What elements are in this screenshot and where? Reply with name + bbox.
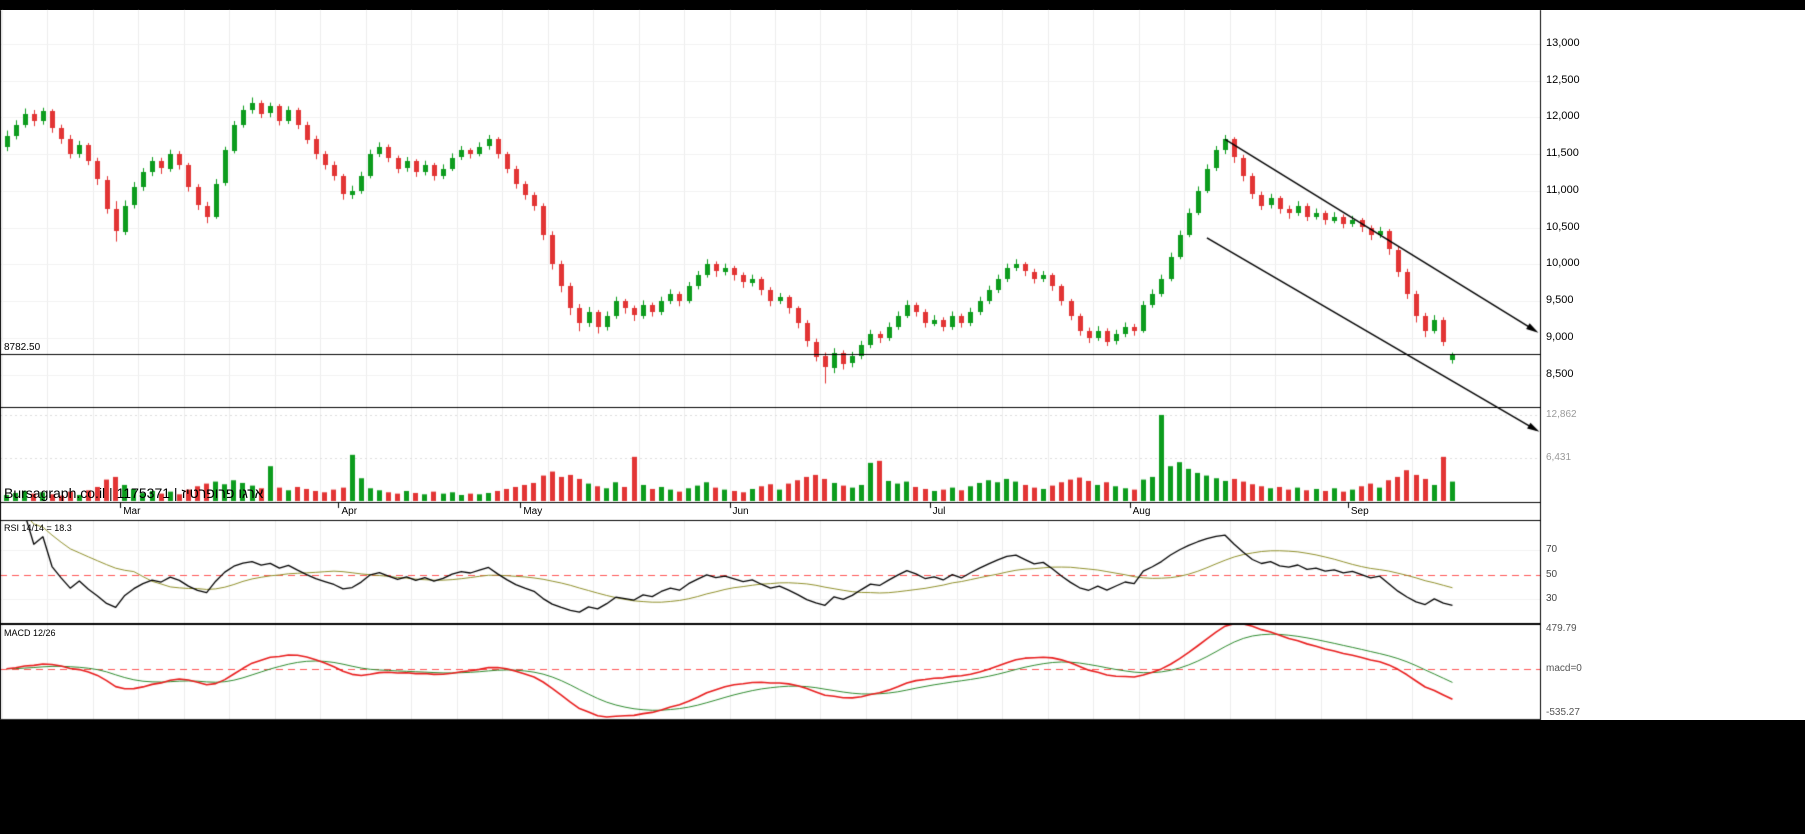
- rsi-axis-label: 30: [1546, 592, 1558, 604]
- price-axis-label: 9,500: [1546, 294, 1574, 307]
- rsi-axis-label: 50: [1546, 568, 1558, 580]
- macd-indicator-label: MACD 12/26: [4, 628, 56, 638]
- watermark-security-title: Bursagraph.co.il | 1175371 | ארגו פרופרט…: [4, 485, 264, 501]
- price-axis-label: 12,500: [1546, 73, 1580, 86]
- price-axis-label: 13,000: [1546, 36, 1580, 49]
- price-axis-label: 10,500: [1546, 220, 1580, 233]
- volume-axis-label: 12,862: [1546, 408, 1577, 420]
- month-label: Jul: [932, 506, 946, 517]
- volume-axis-label: 6,431: [1546, 451, 1572, 463]
- price-axis-label: 10,000: [1546, 257, 1580, 270]
- price-axis-label: 9,000: [1546, 330, 1574, 343]
- month-label: Aug: [1132, 506, 1151, 517]
- month-label: Jun: [732, 506, 749, 517]
- price-axis-label: 12,000: [1546, 110, 1580, 123]
- macd-axis-label: 479.79: [1546, 623, 1577, 635]
- month-label: Mar: [123, 506, 141, 517]
- price-axis-label: 11,500: [1546, 147, 1579, 160]
- month-label: Apr: [341, 506, 358, 517]
- price-axis-label: 11,000: [1546, 183, 1579, 196]
- rsi-axis-label: 70: [1546, 544, 1558, 556]
- macd-axis-label: -535.27: [1546, 707, 1580, 718]
- last-price-label: 8782.50: [2, 341, 43, 353]
- rsi-indicator-label: RSI 14/14 = 18.3: [4, 523, 72, 533]
- macd-axis-label: macd=0: [1546, 662, 1582, 674]
- month-label: Sep: [1350, 506, 1369, 517]
- price-axis-label: 8,500: [1546, 367, 1574, 380]
- month-label: May: [523, 506, 543, 517]
